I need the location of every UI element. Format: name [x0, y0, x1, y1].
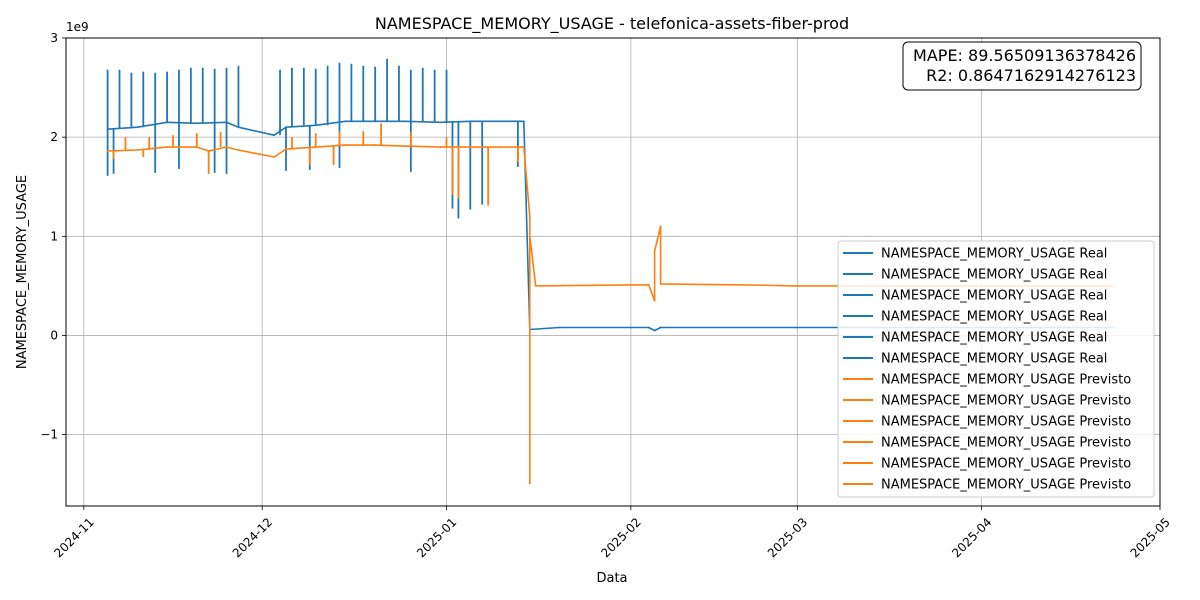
data-point-previsto — [106, 150, 109, 152]
data-point-previsto — [629, 283, 632, 286]
data-point-previsto — [653, 299, 656, 302]
data-point-previsto — [659, 225, 662, 228]
y-tick-label: 0 — [50, 328, 58, 342]
y-axis-label: NAMESPACE_MEMORY_USAGE — [15, 175, 30, 369]
chart-title: NAMESPACE_MEMORY_USAGE - telefonica-asse… — [375, 14, 849, 34]
data-point-real — [522, 120, 525, 123]
data-point-previsto — [136, 149, 139, 151]
data-point-previsto — [374, 144, 377, 146]
data-point-previsto — [528, 215, 531, 218]
metrics-box: MAPE: 89.56509136378426 R2: 0.8647162914… — [902, 41, 1142, 91]
y-tick-label: 1 — [50, 229, 58, 243]
y-tick-label: 2 — [50, 130, 58, 144]
data-point-real — [499, 120, 501, 123]
legend-label-previsto: NAMESPACE_MEMORY_USAGE Previsto — [881, 436, 1131, 451]
data-point-previsto — [344, 144, 347, 146]
legend-label-previsto: NAMESPACE_MEMORY_USAGE Previsto — [881, 394, 1131, 409]
metrics-mape: MAPE: 89.56509136378426 — [913, 46, 1136, 65]
data-point-previsto — [534, 284, 537, 287]
data-point-real — [136, 126, 139, 129]
data-point-previsto — [528, 235, 531, 238]
series-layer — [106, 58, 1114, 485]
legend-label-previsto: NAMESPACE_MEMORY_USAGE Previsto — [881, 415, 1131, 430]
plot-frame — [65, 37, 1161, 507]
data-point-previsto — [647, 283, 650, 286]
data-point-previsto — [522, 146, 525, 148]
data-point-real — [629, 326, 632, 329]
data-point-previsto — [528, 482, 531, 485]
data-point-previsto — [166, 146, 168, 148]
y-multiplier-label: 1e9 — [66, 20, 89, 34]
legend-label-real: NAMESPACE_MEMORY_USAGE Real — [881, 247, 1107, 262]
y-tick-label: 3 — [50, 31, 58, 45]
data-point-previsto — [273, 156, 275, 158]
data-point-real — [653, 329, 656, 332]
data-point-real — [558, 326, 561, 329]
data-point-previsto — [439, 146, 442, 148]
legend-label-previsto: NAMESPACE_MEMORY_USAGE Previsto — [881, 457, 1131, 472]
data-point-previsto — [237, 149, 240, 151]
series-previsto — [106, 123, 1114, 485]
data-point-previsto — [742, 283, 745, 286]
legend-frame — [837, 240, 1155, 498]
legend-label-real: NAMESPACE_MEMORY_USAGE Real — [881, 331, 1107, 346]
legend-label-real: NAMESPACE_MEMORY_USAGE Real — [881, 289, 1107, 304]
data-point-previsto — [653, 250, 656, 253]
data-point-real — [195, 122, 198, 125]
data-point-previsto — [469, 146, 472, 148]
data-point-real — [647, 326, 650, 329]
data-point-real — [344, 120, 347, 123]
legend-label-real: NAMESPACE_MEMORY_USAGE Real — [881, 352, 1107, 367]
data-point-previsto — [285, 148, 287, 150]
data-point-previsto — [796, 284, 799, 287]
data-point-previsto — [404, 145, 406, 147]
legend-label-real: NAMESPACE_MEMORY_USAGE Real — [881, 310, 1107, 325]
data-point-real — [796, 326, 799, 329]
series-real — [106, 58, 1114, 332]
data-point-previsto — [659, 282, 662, 285]
data-point-real — [273, 134, 275, 137]
metrics-r2: R2: 0.8647162914276123 — [926, 66, 1136, 85]
data-point-real — [439, 121, 442, 124]
x-axis-label: Data — [596, 571, 627, 586]
legend-label-real: NAMESPACE_MEMORY_USAGE Real — [881, 268, 1107, 283]
legend-label-previsto: NAMESPACE_MEMORY_USAGE Previsto — [881, 478, 1131, 493]
y-tick-label: −1 — [40, 428, 58, 442]
legend-label-previsto: NAMESPACE_MEMORY_USAGE Previsto — [881, 373, 1131, 388]
data-point-real — [404, 120, 406, 123]
data-point-previsto — [499, 146, 501, 148]
data-point-previsto — [225, 146, 228, 148]
metrics-box-frame — [902, 41, 1142, 91]
legend: NAMESPACE_MEMORY_USAGE Real NAMESPACE_MEM… — [837, 240, 1155, 498]
data-point-real — [659, 326, 662, 329]
